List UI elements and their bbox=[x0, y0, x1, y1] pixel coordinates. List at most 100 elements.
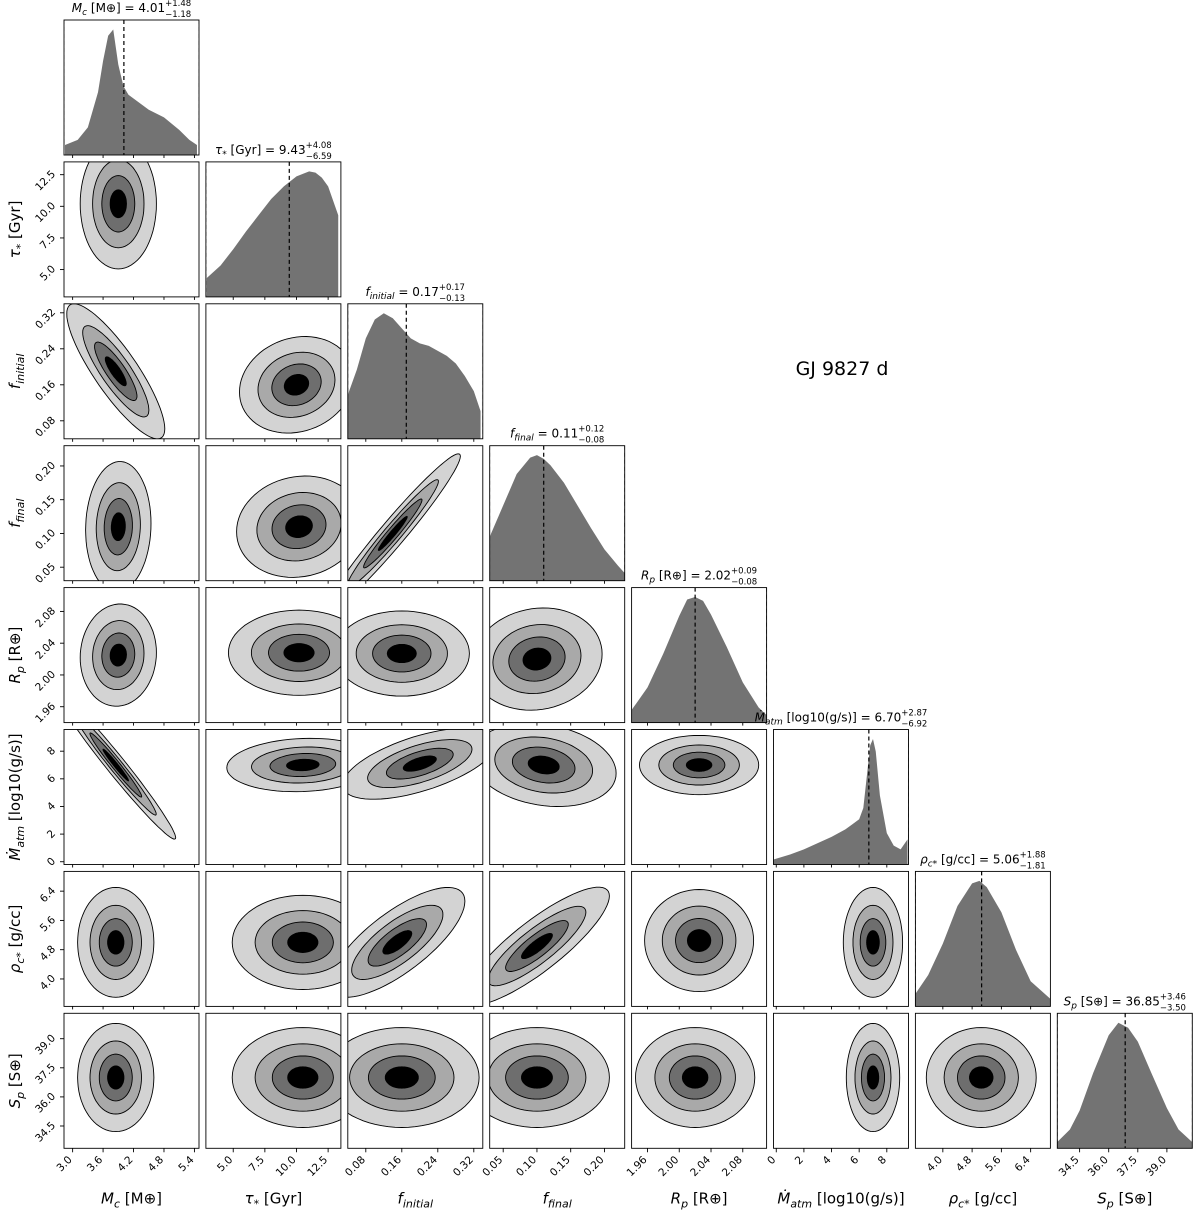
x-tick-label: 0.24 bbox=[415, 1154, 440, 1179]
contour-level-4 bbox=[686, 929, 712, 952]
panel-ffinal-finit bbox=[347, 445, 484, 584]
panel-Mdot-Rp bbox=[631, 729, 768, 868]
panel-ffinal-tau bbox=[205, 445, 342, 584]
y-tick-label: 39.0 bbox=[33, 1032, 58, 1057]
y-tick-label: 6 bbox=[45, 772, 58, 785]
panel-frame bbox=[205, 445, 342, 582]
x-tick-label: 37.5 bbox=[1115, 1154, 1140, 1179]
panel-frame bbox=[489, 870, 626, 1007]
x-tick-label: 34.5 bbox=[1057, 1154, 1082, 1179]
panel-frame bbox=[347, 1012, 484, 1149]
panel-frame bbox=[914, 1012, 1051, 1149]
panel-frame bbox=[631, 1012, 768, 1149]
contour-level-4 bbox=[681, 1066, 709, 1089]
panel-frame bbox=[631, 729, 768, 865]
contour-level-4 bbox=[402, 755, 437, 772]
x-tick-label: 0.10 bbox=[514, 1154, 539, 1179]
panel-Sp-Rp: 1.96 2.00 2.04 2.08 Rp [R⊕] bbox=[625, 1012, 768, 1210]
panel-Mdot-ffinal bbox=[489, 729, 626, 868]
x-axis-label-ffinal: ffinal bbox=[543, 1189, 572, 1210]
panel-Sp-Sp: Sp [S⊕] = 36.85+3.46 −3.50 34.5 36.0 37.5 39.… bbox=[1057, 992, 1193, 1210]
panel-frame bbox=[63, 445, 200, 582]
panel-frame bbox=[347, 587, 484, 724]
y-axis-label-finit: finitial bbox=[6, 354, 27, 390]
contour-level-4 bbox=[283, 643, 315, 663]
x-tick-label: 3.0 bbox=[54, 1154, 74, 1174]
y-tick-label: 4.8 bbox=[38, 943, 58, 963]
contour-level-4 bbox=[104, 356, 127, 387]
y-tick-label: 0.05 bbox=[33, 561, 58, 586]
panel-Mc-Mc: Mc [M⊕] = 4.01+1.48 −1.18 bbox=[63, 0, 200, 158]
panel-Sp-rho: 4.0 4.8 5.6 6.4 ρc* [g/cc] bbox=[914, 1012, 1051, 1210]
panel-rho-ffinal bbox=[489, 870, 626, 1010]
y-tick-label: 2.00 bbox=[33, 669, 58, 694]
panel-tau-Mc: 5.0 7.5 10.0 12.5 τ* [Gyr] bbox=[6, 161, 200, 300]
x-tick-label: 6.4 bbox=[1012, 1154, 1033, 1175]
y-tick-label: 0.15 bbox=[33, 493, 58, 518]
contour-level-4 bbox=[286, 758, 320, 772]
contour-level-4 bbox=[102, 748, 130, 782]
corner-panels: Mc [M⊕] = 4.01+1.48 −1.185.07.510.012.5τ*… bbox=[5, 0, 1193, 1210]
histogram-finit bbox=[347, 313, 481, 439]
panel-frame bbox=[773, 729, 909, 865]
panel-Sp-Mc: 3.0 3.6 4.2 4.8 5.4 Mc [M⊕] 34.5 36.0 37.5 39.0Sp… bbox=[6, 1012, 200, 1210]
panel-Rp-ffinal bbox=[489, 587, 626, 726]
contour-level-4 bbox=[521, 1066, 553, 1089]
panel-frame bbox=[63, 729, 200, 865]
y-axis-label-Sp: Sp [S⊕] bbox=[6, 1053, 27, 1108]
panel-frame bbox=[489, 445, 626, 582]
x-tick-label: 2.04 bbox=[688, 1154, 713, 1179]
panel-frame bbox=[1056, 1012, 1193, 1149]
contour-level-4 bbox=[384, 1066, 419, 1089]
x-tick-label: 4.0 bbox=[925, 1154, 945, 1174]
panel-frame bbox=[63, 870, 200, 1007]
x-tick-label: 10.0 bbox=[274, 1154, 299, 1179]
x-tick-label: 7.5 bbox=[247, 1154, 267, 1174]
y-tick-label: 0.24 bbox=[33, 342, 58, 367]
contour-level-4 bbox=[521, 932, 553, 960]
x-tick-label: 4.2 bbox=[115, 1154, 135, 1174]
panel-ffinal-ffinal: ffinal = 0.11+0.12 −0.08 bbox=[489, 425, 626, 584]
y-tick-label: 0.32 bbox=[33, 306, 58, 331]
y-tick-label: 12.5 bbox=[33, 168, 58, 193]
panel-Rp-finit bbox=[347, 587, 484, 726]
y-tick-label: 37.5 bbox=[33, 1061, 58, 1086]
x-tick-label: 2.00 bbox=[656, 1154, 681, 1179]
panel-finit-Mc: 0.08 0.16 0.24 0.32 finitial bbox=[6, 303, 200, 442]
panel-rho-Rp bbox=[631, 870, 768, 1010]
panel-ffinal-Mc: 0.05 0.10 0.15 0.20 ffinal bbox=[6, 445, 200, 586]
x-axis-label-tau: τ* [Gyr] bbox=[245, 1189, 303, 1210]
contour-level-4 bbox=[283, 374, 310, 396]
title-Rp: Rp [R⊕] = 2.02+0.09 −0.08 bbox=[641, 567, 757, 588]
histogram-Mdot bbox=[773, 738, 908, 865]
panel-Mdot-finit bbox=[347, 729, 484, 868]
x-tick-label: 0.08 bbox=[343, 1154, 368, 1179]
x-tick-label: 36.0 bbox=[1086, 1154, 1111, 1179]
contour-level-4 bbox=[527, 755, 560, 775]
title-finit: finitial = 0.17+0.17 −0.13 bbox=[366, 283, 466, 304]
panel-frame bbox=[205, 870, 342, 1007]
y-axis-label-Rp: Rp [R⊕] bbox=[6, 627, 27, 684]
y-tick-label: 8 bbox=[45, 745, 58, 758]
panel-frame bbox=[914, 870, 1051, 1007]
x-tick-label: 39.0 bbox=[1144, 1154, 1169, 1179]
y-tick-label: 5.6 bbox=[38, 914, 59, 935]
figure-object-name: GJ 9827 d bbox=[796, 358, 889, 380]
y-tick-label: 0.08 bbox=[33, 414, 58, 439]
y-axis-label-ffinal: ffinal bbox=[6, 499, 27, 528]
x-tick-label: 5.6 bbox=[983, 1154, 1004, 1175]
contour-level-4 bbox=[685, 758, 713, 772]
contour-level-4 bbox=[109, 643, 127, 667]
panel-finit-tau bbox=[205, 303, 342, 442]
y-tick-label: 4.0 bbox=[38, 973, 58, 993]
contour-level-4 bbox=[109, 189, 127, 219]
x-tick-label: 2 bbox=[793, 1154, 806, 1167]
y-tick-label: 4 bbox=[45, 800, 58, 813]
contour-level-4 bbox=[386, 643, 417, 664]
panel-rho-tau bbox=[205, 870, 342, 1010]
panel-rho-finit bbox=[347, 870, 484, 1010]
panel-finit-finit: finitial = 0.17+0.17 −0.13 bbox=[347, 283, 484, 442]
panel-frame bbox=[347, 729, 484, 865]
contour-level-4 bbox=[969, 1066, 994, 1089]
